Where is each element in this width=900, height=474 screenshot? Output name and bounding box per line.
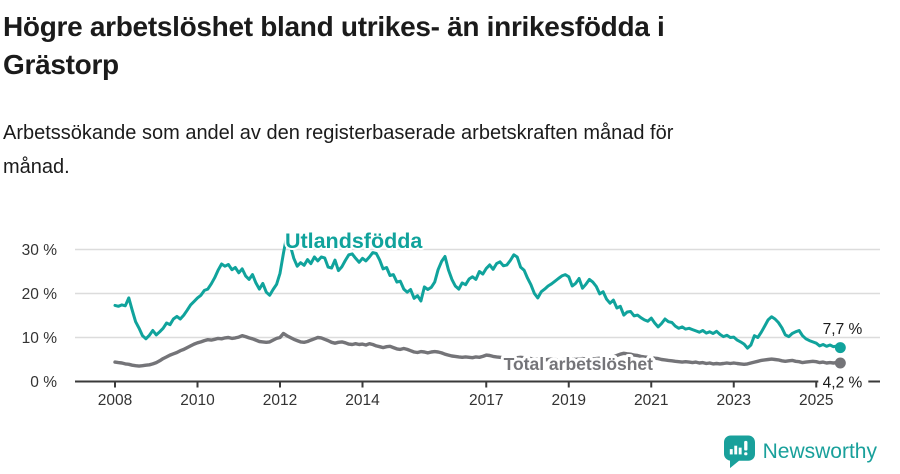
chart-subtitle: Arbetssökande som andel av den registerb… <box>3 116 863 184</box>
page-title: Högre arbetslöshet bland utrikes- än inr… <box>3 8 863 84</box>
series-line-utlandsf-dda <box>113 233 842 350</box>
end-value-label-foreign: 7,7 % <box>823 321 863 338</box>
x-axis-tick-label: 2012 <box>263 392 297 409</box>
newsworthy-brand-name: Newsworthy <box>762 440 877 463</box>
end-label-background <box>818 375 869 392</box>
x-axis-tick-label: 2023 <box>717 392 751 409</box>
series-end-dot <box>834 342 846 354</box>
x-axis-tick-label: 2010 <box>180 392 215 409</box>
newsworthy-branding: Newsworthy <box>723 435 877 469</box>
x-axis-tick-label: 2019 <box>552 392 586 409</box>
x-axis-tick-label: 2017 <box>469 392 503 409</box>
series-end-dot <box>834 357 846 369</box>
page-title-line-2: Grästorp <box>3 49 119 80</box>
x-axis-tick-label: 2014 <box>345 392 380 409</box>
page-title-line-1: Högre arbetslöshet bland utrikes- än inr… <box>3 11 665 42</box>
end-value-label-total: 4,2 % <box>823 375 863 392</box>
series-label: Utlandsfödda <box>285 229 423 253</box>
x-axis-tick-label: 2008 <box>98 392 132 409</box>
chart-subtitle-line-1: Arbetssökande som andel av den registerb… <box>3 122 674 144</box>
y-axis-tick-label: 0 % <box>30 374 57 391</box>
x-axis-tick-label: 2021 <box>634 392 668 409</box>
y-axis-tick-label: 30 % <box>22 242 58 259</box>
series-line-total-arbetsl-shet <box>113 331 842 368</box>
newsworthy-badge-icon <box>723 435 755 469</box>
chart-subtitle-line-2: månad. <box>3 156 70 178</box>
x-axis-tick-label: 2025 <box>799 392 833 409</box>
y-axis-tick-label: 20 % <box>22 286 58 303</box>
y-axis-tick-label: 10 % <box>22 330 58 347</box>
series-label: Total arbetslöshet <box>504 354 654 374</box>
